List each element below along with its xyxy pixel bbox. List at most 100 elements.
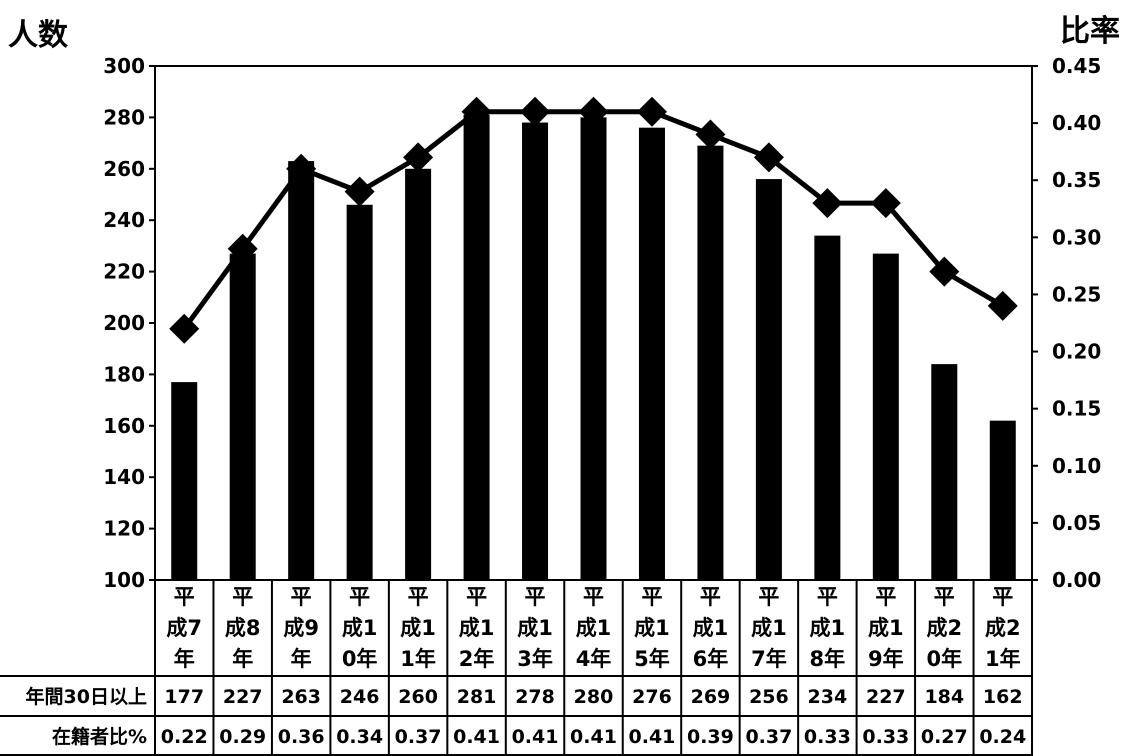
left-tick-label: 100 (103, 568, 145, 592)
table-cell: 281 (457, 686, 497, 708)
table-cell: 227 (223, 686, 263, 708)
left-tick-label: 280 (103, 105, 145, 129)
left-tick-label: 160 (103, 414, 145, 438)
bar (288, 161, 315, 580)
right-tick-label: 0.45 (1052, 54, 1101, 78)
category-label: 1年 (400, 647, 436, 671)
right-tick-label: 0.10 (1052, 454, 1101, 478)
bar (989, 420, 1016, 580)
table-cell: 0.29 (219, 726, 266, 748)
table-cell: 263 (281, 686, 321, 708)
table-cell: 227 (866, 686, 906, 708)
right-tick-label: 0.40 (1052, 111, 1101, 135)
table-cell: 177 (164, 686, 204, 708)
category-label: 成2 (985, 616, 1021, 640)
table-row-label: 年間30日以上 (26, 685, 147, 708)
category-label: 平 (525, 585, 546, 609)
bar (872, 253, 899, 581)
table-cell: 0.39 (687, 726, 734, 748)
bar (814, 235, 841, 580)
category-label: 平 (641, 585, 662, 609)
bar (580, 117, 607, 581)
table-cell: 184 (924, 686, 964, 708)
line-marker (461, 96, 492, 127)
category-label: 成1 (459, 616, 495, 640)
category-label: 5年 (634, 647, 670, 671)
line-marker (987, 290, 1018, 321)
left-tick-label: 240 (103, 208, 145, 232)
left-tick-label: 140 (103, 465, 145, 489)
table-cell: 0.22 (161, 726, 208, 748)
category-label: 成1 (751, 616, 787, 640)
right-tick-label: 0.05 (1052, 511, 1101, 535)
right-tick-label: 0.30 (1052, 225, 1101, 249)
left-tick-label: 180 (103, 362, 145, 386)
line-marker (286, 153, 317, 184)
category-label: 2年 (459, 647, 495, 671)
table-cell: 269 (691, 686, 731, 708)
table-cell: 0.41 (453, 726, 500, 748)
table-cell: 0.41 (512, 726, 559, 748)
category-label: 成1 (810, 616, 846, 640)
bar (463, 114, 490, 580)
line-marker (870, 188, 901, 219)
category-label: 成1 (576, 616, 612, 640)
line-marker (812, 188, 843, 219)
right-tick-label: 0.25 (1052, 282, 1101, 306)
category-label: 7年 (751, 647, 787, 671)
bar (931, 364, 958, 580)
table-cell: 0.24 (979, 726, 1026, 748)
left-tick-label: 300 (103, 54, 145, 78)
category-label: 平 (700, 585, 721, 609)
category-label: 平 (758, 585, 779, 609)
category-label: 平 (992, 585, 1013, 609)
table-cell: 0.27 (921, 726, 968, 748)
category-label: 成7 (166, 616, 202, 640)
line-marker (520, 96, 551, 127)
category-label: 4年 (576, 647, 612, 671)
bar (697, 145, 724, 581)
category-label: 成2 (926, 616, 962, 640)
left-tick-label: 220 (103, 260, 145, 284)
category-label: 0年 (342, 647, 378, 671)
left-tick-label: 120 (103, 517, 145, 541)
category-label: 成1 (634, 616, 670, 640)
category-label: 平 (934, 585, 955, 609)
right-tick-label: 0.15 (1052, 397, 1101, 421)
line-marker (578, 96, 609, 127)
category-label: 成8 (225, 616, 261, 640)
category-label: 平 (174, 585, 195, 609)
line-marker (403, 142, 434, 173)
line-marker (695, 119, 726, 150)
line-marker (929, 256, 960, 287)
category-label: 年 (291, 647, 312, 671)
table-cell: 260 (398, 686, 438, 708)
category-label: 成1 (693, 616, 729, 640)
bar (171, 382, 198, 580)
left-tick-label: 260 (103, 157, 145, 181)
category-label: 0年 (926, 647, 962, 671)
table-cell: 0.33 (804, 726, 851, 748)
right-tick-label: 0.00 (1052, 568, 1101, 592)
line-marker (344, 176, 375, 207)
line-marker (753, 142, 784, 173)
line-marker (636, 96, 667, 127)
table-cell: 280 (574, 686, 614, 708)
category-label: 3年 (517, 647, 553, 671)
category-label: 平 (232, 585, 253, 609)
line-marker (169, 313, 200, 344)
category-label: 8年 (810, 647, 846, 671)
category-label: 年 (174, 647, 195, 671)
table-cell: 234 (808, 686, 848, 708)
category-label: 成1 (400, 616, 436, 640)
category-label: 平 (291, 585, 312, 609)
category-label: 6年 (693, 647, 729, 671)
category-label: 成1 (868, 616, 904, 640)
category-label: 平 (875, 585, 896, 609)
table-row-label: 在籍者比% (52, 725, 147, 748)
bar (638, 127, 665, 581)
table-cell: 0.36 (278, 726, 325, 748)
table-cell: 256 (749, 686, 789, 708)
table-cell: 162 (983, 686, 1023, 708)
